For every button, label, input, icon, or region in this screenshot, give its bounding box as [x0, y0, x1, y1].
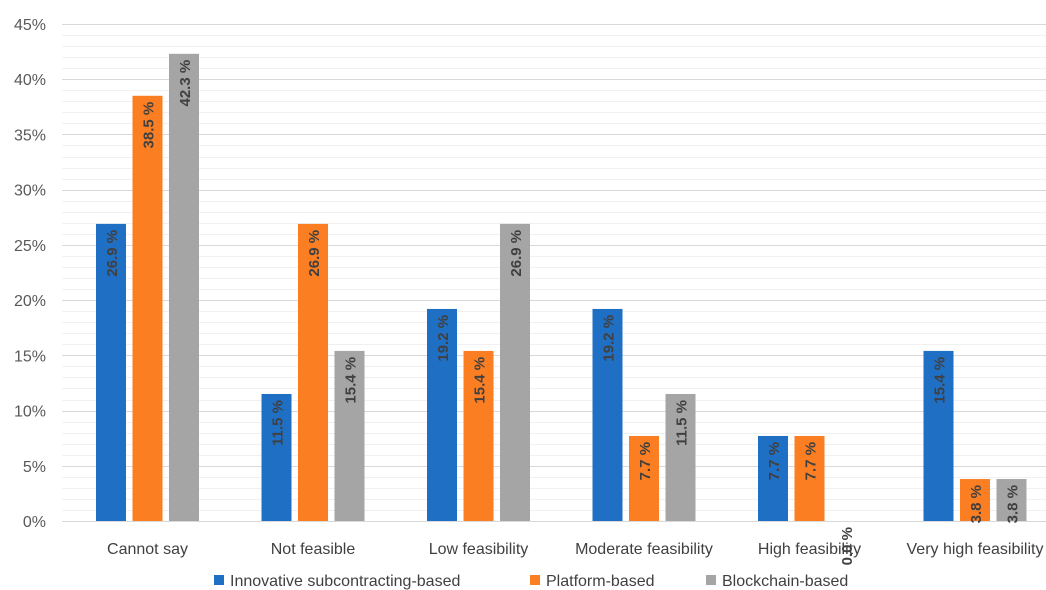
bar [923, 350, 954, 521]
data-label: 26.9 % [508, 230, 525, 277]
bar [427, 308, 457, 521]
data-label: 7.7 % [766, 442, 783, 480]
bar [261, 393, 292, 521]
y-tick-label: 30% [14, 183, 46, 200]
data-label: 3.8 % [968, 485, 985, 523]
bar [629, 435, 659, 521]
bar [132, 95, 163, 522]
data-label: 15.4 % [472, 357, 489, 404]
legend-swatch [530, 575, 540, 585]
y-tick-label: 25% [14, 238, 46, 255]
data-label: 11.5 % [674, 400, 691, 446]
gridlines [62, 24, 1046, 522]
x-category-label: Very high feasibility [907, 541, 1044, 558]
data-label: 26.9 % [306, 230, 323, 277]
data-label: 11.5 % [270, 400, 287, 446]
data-label: 38.5 % [141, 102, 158, 149]
bar [794, 435, 825, 521]
y-tick-label: 40% [14, 72, 46, 89]
y-tick-label: 0% [23, 514, 46, 531]
x-category-label: Cannot say [107, 541, 188, 558]
bar [463, 350, 494, 521]
data-label: 7.7 % [637, 442, 654, 480]
bar [169, 53, 199, 521]
bar [665, 393, 696, 521]
y-tick-label: 45% [14, 17, 46, 34]
bar [334, 350, 365, 521]
bar [500, 223, 530, 521]
data-label: 0.0 % [839, 527, 856, 565]
bar [960, 479, 990, 521]
y-tick-label: 20% [14, 293, 46, 310]
bar [758, 435, 788, 521]
data-label: 15.4 % [343, 357, 360, 404]
bars [96, 53, 1027, 522]
data-label: 3.8 % [1005, 485, 1022, 523]
y-tick-label: 15% [14, 348, 46, 365]
data-label: 26.9 % [104, 230, 121, 277]
data-label: 7.7 % [803, 442, 820, 480]
x-category-label: Not feasible [271, 541, 356, 558]
y-axis-ticks: 0% 5% 10% 15% 20% 25% 30% 35% 40% 45% [14, 17, 46, 531]
data-label: 42.3 % [177, 60, 194, 107]
x-axis-categories: Cannot say Not feasible Low feasibility Mod… [107, 541, 1043, 558]
x-category-label: High feasibility [758, 541, 861, 558]
bar [592, 308, 623, 521]
y-tick-label: 35% [14, 127, 46, 144]
legend-swatch [706, 575, 716, 585]
legend-label: Innovative subcontracting-based [230, 573, 460, 590]
legend: Innovative subcontracting-based Platform-… [214, 573, 848, 590]
legend-label: Blockchain-based [722, 573, 848, 590]
bar [96, 223, 126, 521]
data-labels: 26.9 % 38.5 % 42.3 % 11.5 % 26.9 % 15.4 % 19.2… [104, 60, 1022, 566]
data-label: 15.4 % [932, 357, 949, 404]
y-tick-label: 5% [23, 459, 46, 476]
x-category-label: Low feasibility [429, 541, 529, 558]
data-label: 19.2 % [601, 315, 618, 362]
y-tick-label: 10% [14, 404, 46, 421]
x-category-label: Moderate feasibility [575, 541, 713, 558]
bar [996, 479, 1027, 521]
legend-label: Platform-based [546, 573, 655, 590]
legend-swatch [214, 575, 224, 585]
data-label: 19.2 % [435, 315, 452, 362]
bar [298, 223, 328, 521]
